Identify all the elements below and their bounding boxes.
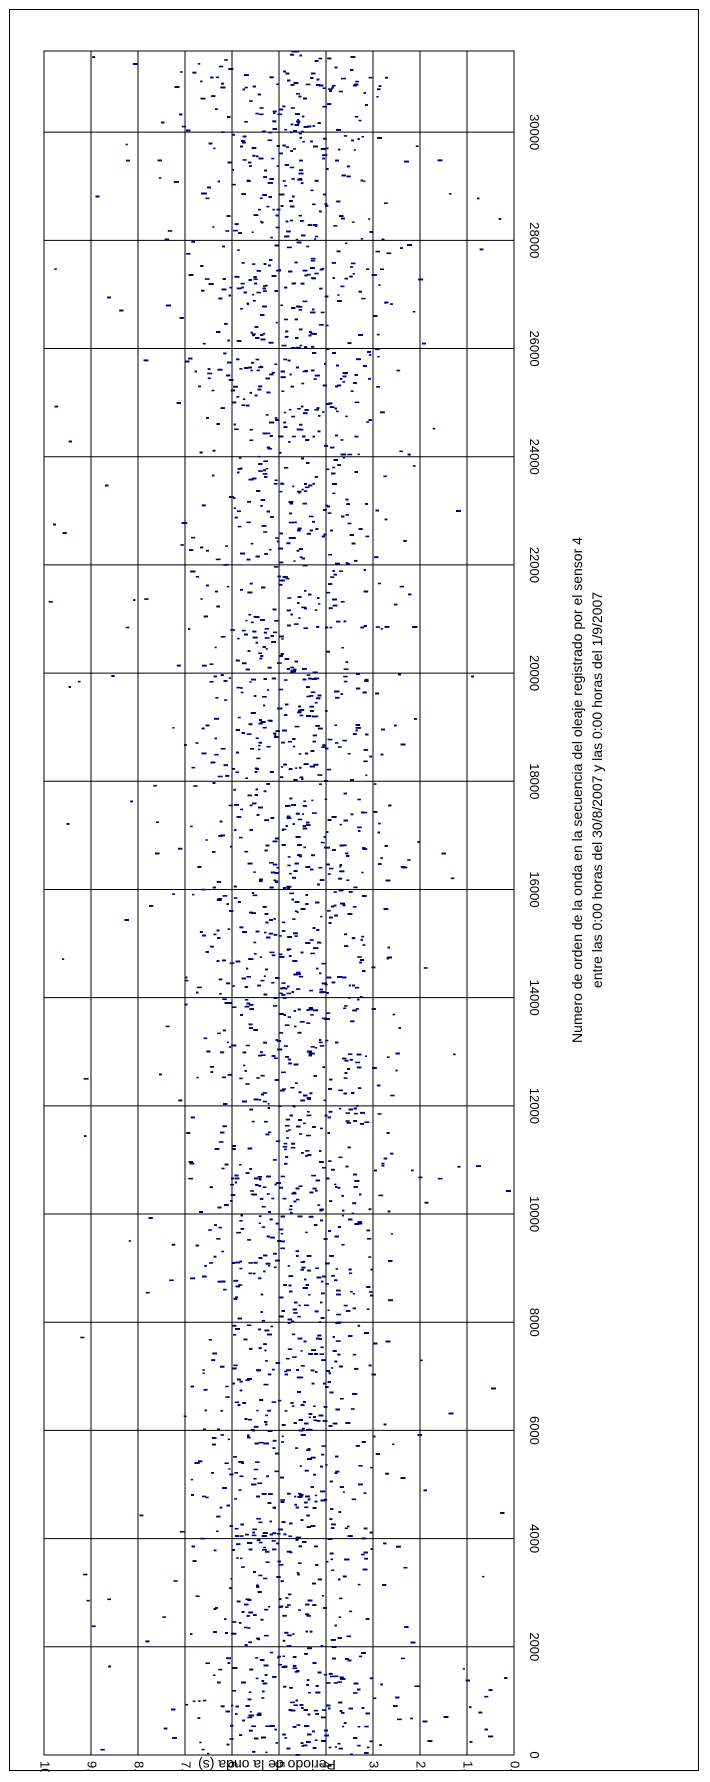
plot-border bbox=[43, 50, 515, 1756]
chart-frame: 0 2000 4000 6000 8000 10000 12000 14000 16000 180… bbox=[9, 9, 699, 1772]
scatter-chart: 0200040006000800010000120001400016000180… bbox=[38, 50, 605, 1772]
data-points bbox=[48, 50, 511, 1756]
gridlines bbox=[43, 50, 515, 1756]
